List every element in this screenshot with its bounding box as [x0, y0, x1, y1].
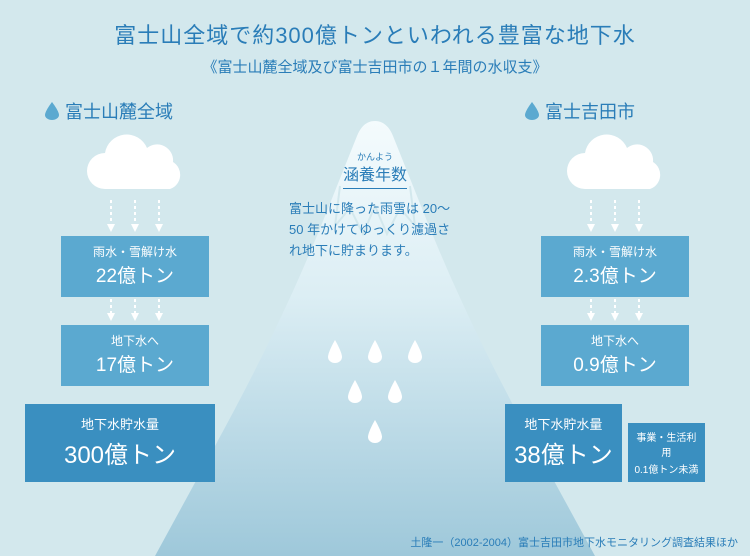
- left-storage-label: 地下水貯水量: [29, 414, 211, 433]
- left-header: 富士山麓全域: [45, 98, 225, 124]
- right-header: 富士吉田市: [525, 98, 705, 124]
- center-drops: [295, 330, 455, 460]
- flow-arrows: [95, 299, 175, 323]
- right-usage-label: 事業・生活利用: [634, 429, 699, 459]
- flow-arrows: [575, 299, 655, 323]
- page-title: 富士山全域で約300億トンといわれる豊富な地下水: [0, 0, 750, 50]
- right-storage-box: 地下水貯水量 38億トン: [505, 404, 622, 482]
- center-panel: かんよう 涵養年数 富士山に降った雨雪は 20〜50 年かけてゆっくり濾過され地…: [275, 150, 475, 261]
- right-rain-box: 雨水・雪解け水 2.3億トン: [541, 236, 689, 297]
- left-ground-label: 地下水へ: [65, 332, 205, 349]
- right-header-text: 富士吉田市: [545, 98, 635, 124]
- right-ground-value: 0.9億トン: [545, 350, 685, 377]
- left-rain-box: 雨水・雪解け水 22億トン: [61, 236, 209, 297]
- center-body: 富士山に降った雨雪は 20〜50 年かけてゆっくり濾過され地下に貯まります。: [275, 199, 475, 261]
- right-storage-value: 38億トン: [509, 435, 618, 470]
- cloud-icon: [555, 134, 675, 204]
- right-column: 富士吉田市 雨水・雪解け水 2.3億トン 地下水へ 0.9億: [525, 98, 705, 482]
- left-ground-value: 17億トン: [65, 350, 205, 377]
- right-usage-value: 0.1億トン未満: [634, 461, 699, 476]
- left-ground-box: 地下水へ 17億トン: [61, 325, 209, 386]
- page-subtitle: 《富士山麓全域及び富士吉田市の１年間の水収支》: [0, 50, 750, 77]
- left-rain-label: 雨水・雪解け水: [65, 243, 205, 260]
- cloud-icon: [75, 134, 195, 204]
- drop-icon: [45, 102, 59, 120]
- rain-arrows: [575, 200, 655, 236]
- right-ground-box: 地下水へ 0.9億トン: [541, 325, 689, 386]
- right-ground-label: 地下水へ: [545, 332, 685, 349]
- right-usage-box: 事業・生活利用 0.1億トン未満: [628, 423, 705, 482]
- center-heading: 涵養年数: [343, 161, 407, 189]
- rain-arrows: [95, 200, 175, 236]
- left-storage-value: 300億トン: [29, 435, 211, 470]
- right-rain-value: 2.3億トン: [545, 261, 685, 288]
- left-column: 富士山麓全域 雨水・雪解け水 22億トン 地下水へ 17億ト: [45, 98, 225, 482]
- left-rain-value: 22億トン: [65, 261, 205, 288]
- right-rain-label: 雨水・雪解け水: [545, 243, 685, 260]
- drop-icon: [525, 102, 539, 120]
- left-header-text: 富士山麓全域: [65, 98, 173, 124]
- left-storage-box: 地下水貯水量 300億トン: [25, 404, 215, 482]
- right-storage-label: 地下水貯水量: [509, 414, 618, 433]
- footer-source: 土隆一（2002-2004）富士吉田市地下水モニタリング調査結果ほか: [410, 534, 738, 550]
